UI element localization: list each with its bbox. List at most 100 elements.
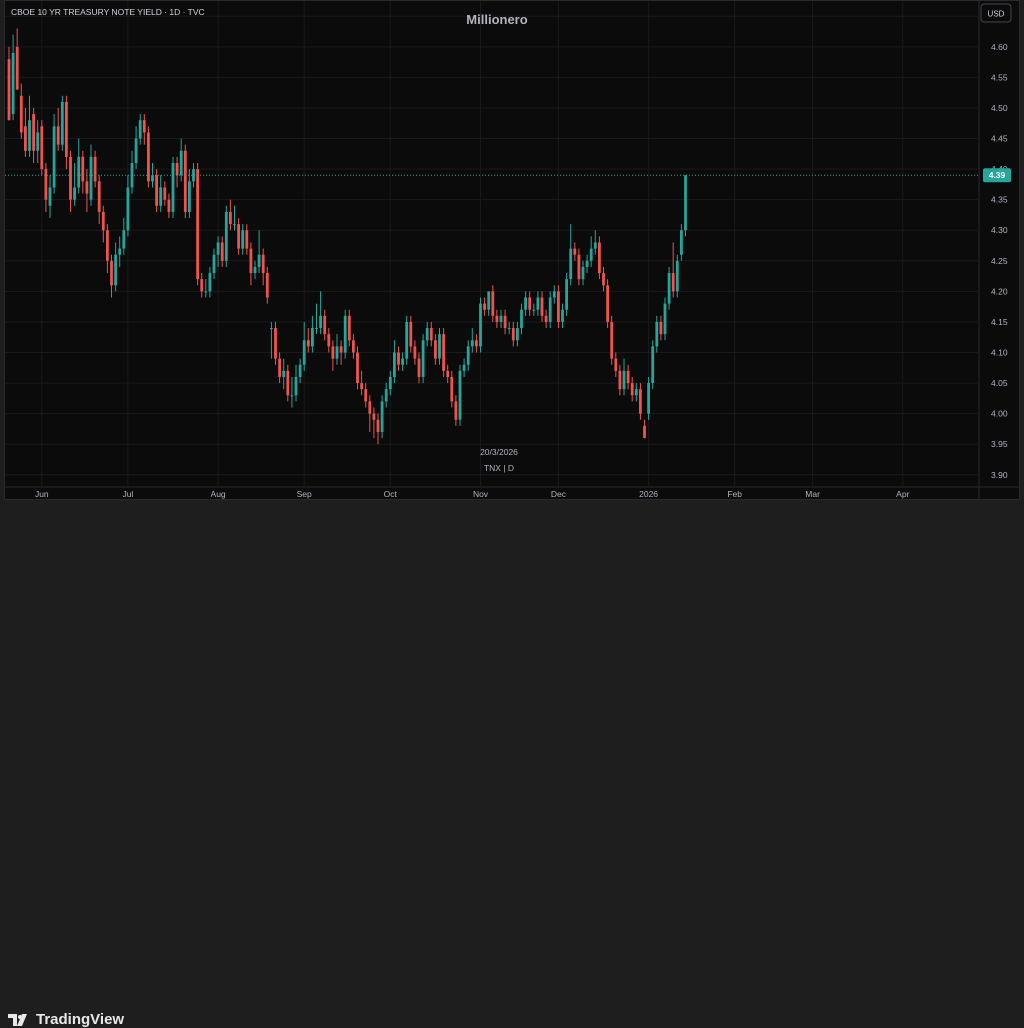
candle-body xyxy=(479,303,482,347)
candle xyxy=(171,156,175,219)
candle-body xyxy=(606,285,609,322)
footer: TradingView xyxy=(0,500,1024,1028)
candle-body xyxy=(315,328,318,330)
candle xyxy=(282,358,286,390)
candle-body xyxy=(618,370,622,390)
candle xyxy=(528,291,532,316)
candle-body xyxy=(520,309,523,329)
candle-body xyxy=(183,150,187,212)
candle xyxy=(32,107,35,163)
candle xyxy=(655,315,659,353)
candlestick-chart[interactable]: 3.90 3.95 4.00 4.05 4.10 4.15 4.20 4.25 4.30 4.35… xyxy=(5,1,1019,499)
candle-body xyxy=(122,230,126,249)
y-tick-label: 4.00 xyxy=(991,409,1008,419)
candle xyxy=(585,254,589,274)
candle-body xyxy=(52,126,56,188)
candle-body xyxy=(274,328,277,359)
currency-button[interactable]: USD xyxy=(980,3,1012,23)
date-caption: 20/3/2026 xyxy=(480,447,518,457)
candle xyxy=(73,163,76,206)
candle xyxy=(425,321,429,347)
candle-body xyxy=(69,156,72,200)
candle xyxy=(438,328,441,365)
currency-button-label[interactable]: USD xyxy=(988,10,1005,19)
candle-body xyxy=(388,376,392,390)
candle xyxy=(60,95,64,151)
candle xyxy=(118,236,122,267)
candle-body xyxy=(548,297,552,322)
candle xyxy=(196,163,199,286)
chart-area[interactable]: 3.90 3.95 4.00 4.05 4.10 4.15 4.20 4.25 4.30 4.35… xyxy=(4,0,1020,500)
candle xyxy=(565,273,568,316)
candle xyxy=(110,254,113,298)
candle xyxy=(372,407,376,439)
candle-body xyxy=(446,370,450,377)
candle xyxy=(15,28,19,90)
y-tick-label: 4.45 xyxy=(991,134,1008,144)
candle xyxy=(65,95,68,170)
candle-body xyxy=(405,321,409,359)
candle xyxy=(286,364,290,402)
tradingview-logo[interactable]: TradingView xyxy=(8,1011,124,1028)
candle xyxy=(270,321,273,359)
candle xyxy=(454,395,458,426)
candle xyxy=(598,236,601,280)
x-tick-label: Apr xyxy=(896,489,909,499)
y-tick-label: 4.25 xyxy=(991,256,1008,266)
candle-body xyxy=(311,328,314,347)
candle-body xyxy=(598,242,601,274)
candle-body xyxy=(179,150,183,176)
candle-body xyxy=(540,297,544,316)
candle-body xyxy=(507,328,511,330)
candle xyxy=(552,285,556,304)
candle xyxy=(130,150,134,194)
candle-body xyxy=(89,156,93,200)
candle xyxy=(470,328,474,353)
candle xyxy=(290,376,294,408)
candle xyxy=(69,150,72,212)
candle-body xyxy=(552,291,556,298)
candle-body xyxy=(573,248,577,255)
candle xyxy=(311,315,314,353)
candle-body xyxy=(347,315,351,341)
candle-body xyxy=(409,321,413,347)
candle xyxy=(520,303,523,335)
candle xyxy=(540,291,544,322)
candle-body xyxy=(401,358,404,365)
candle xyxy=(278,352,281,384)
candle-body xyxy=(323,315,327,335)
candle-body xyxy=(327,334,331,347)
candle xyxy=(126,175,130,237)
candle-body xyxy=(589,248,593,261)
candle-body xyxy=(28,120,31,151)
candle-body xyxy=(634,389,638,396)
candle-body xyxy=(7,59,11,121)
candle-body xyxy=(491,291,495,316)
candle xyxy=(85,169,89,212)
x-tick-label: Oct xyxy=(384,489,398,499)
y-tick-label: 4.10 xyxy=(991,348,1008,358)
candle-body xyxy=(450,376,454,402)
candle xyxy=(294,364,298,402)
y-tick-label: 3.90 xyxy=(991,470,1008,480)
candle-body xyxy=(602,273,605,286)
candle-body xyxy=(163,187,167,200)
candle-body xyxy=(438,334,441,359)
currency-button-box[interactable] xyxy=(980,3,1012,23)
candle-body xyxy=(175,163,179,176)
candle xyxy=(536,291,540,316)
candle xyxy=(356,346,359,390)
candle-body xyxy=(343,315,347,353)
candle-body xyxy=(253,266,257,274)
candle-body xyxy=(167,199,171,212)
candle xyxy=(429,321,433,347)
candle xyxy=(241,224,245,255)
candle xyxy=(618,364,622,396)
candle-body xyxy=(290,395,294,397)
candle-body xyxy=(622,370,626,390)
candle-body xyxy=(544,315,548,322)
candle xyxy=(680,224,683,261)
candle-body xyxy=(442,334,445,371)
candle xyxy=(450,370,454,408)
candle-body xyxy=(458,370,462,420)
